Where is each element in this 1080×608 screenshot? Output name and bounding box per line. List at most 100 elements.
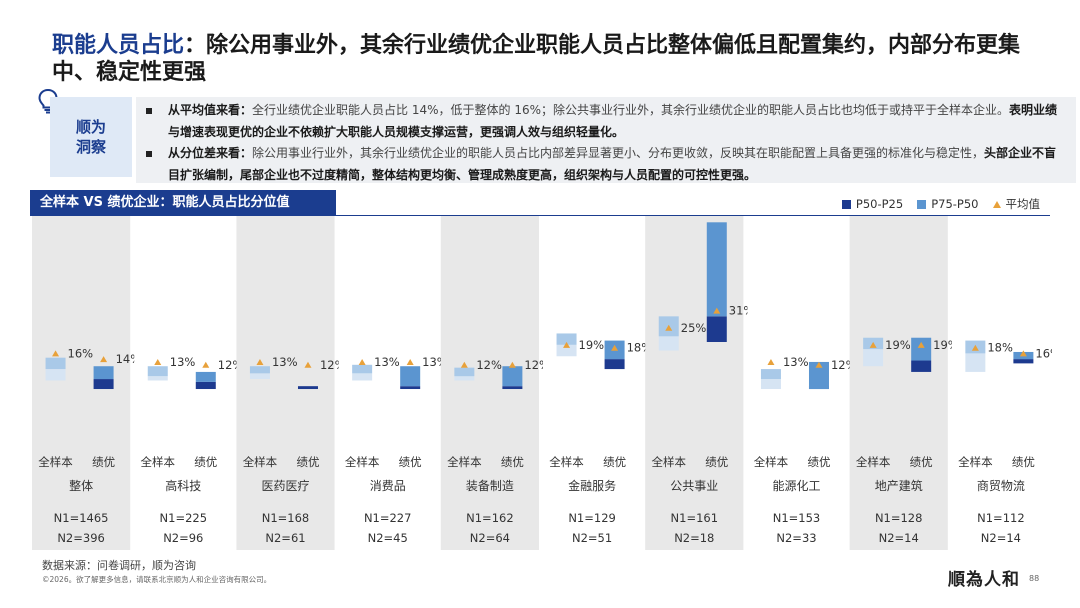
industry-label: 地产建筑 (875, 478, 923, 493)
insight-bullet-average: 从平均值来看：全行业绩优企业职能人员占比 14%，低于整体的 16%；除公共事业… (140, 100, 1066, 143)
sub-category-label: 全样本 (754, 455, 789, 469)
bar-p75-p50-top (911, 337, 932, 361)
sample-size-n1: N1=162 (466, 511, 514, 525)
chart-legend: P50-P25 P75-P50 平均值 (841, 196, 1040, 212)
average-label: 19% (885, 338, 911, 352)
bar-p50-p25-top (1013, 359, 1034, 364)
bar-p50-p25-full (352, 373, 373, 381)
sample-size-n2: N2=45 (368, 531, 408, 545)
sample-size-n1: N1=1465 (54, 511, 109, 525)
copyright: ©2026。欲了解更多信息，请联系北京顺为人和企业咨询有限公司。 (42, 575, 272, 584)
group-band (32, 216, 131, 550)
bar-p50-p25-top (297, 386, 318, 390)
industry-label: 商贸物流 (977, 478, 1025, 493)
bar-p75-p50-top (400, 366, 421, 387)
bar-p50-p25-full (45, 369, 66, 381)
bullet-strong: 头部企业不盲目扩张编制，尾部企业也不过度精简，整体结构更均衡、管理成熟度更高，组… (168, 146, 1057, 182)
average-label: 18% (987, 341, 1013, 355)
sub-category-label: 绩优 (501, 455, 524, 469)
bar-p50-p25-full (863, 349, 884, 367)
page-title-highlight: 职能人员占比 (52, 33, 185, 58)
legend-item-p75-p50: P75-P50 (917, 197, 979, 211)
average-label: 16% (68, 346, 94, 360)
average-marker (406, 358, 414, 365)
sub-category-label: 绩优 (399, 455, 422, 469)
average-label: 19% (579, 338, 605, 352)
average-label: 13% (272, 355, 298, 369)
triangle-icon (992, 200, 1001, 208)
sample-size-n2: N2=18 (674, 531, 714, 545)
average-marker (256, 358, 264, 365)
sub-category-label: 绩优 (194, 455, 217, 469)
legend-item-p50-p25: P50-P25 (841, 197, 904, 211)
insight-body: 从平均值来看：全行业绩优企业职能人员占比 14%，低于整体的 16%；除公共事业… (136, 97, 1076, 183)
industry-label: 消费品 (370, 479, 406, 493)
sample-size-n2: N2=51 (572, 531, 612, 545)
average-marker (460, 361, 468, 368)
average-marker (154, 358, 162, 365)
industry-label: 整体 (69, 478, 93, 493)
industry-label: 高科技 (165, 478, 201, 493)
average-label: 16% (1035, 346, 1052, 360)
sub-category-label: 全样本 (345, 455, 380, 469)
sample-size-n1: N1=168 (262, 511, 310, 525)
sub-category-label: 全样本 (958, 455, 993, 469)
average-label: 13% (374, 355, 400, 369)
average-marker (815, 361, 823, 368)
group-band (849, 216, 948, 550)
bar-p50-p25-full (556, 344, 577, 357)
average-marker (358, 358, 366, 365)
insight-tag: 顺为 洞察 (50, 97, 132, 177)
sample-size-n2: N2=64 (470, 531, 510, 545)
sub-category-label: 绩优 (603, 455, 626, 469)
average-marker (202, 361, 210, 368)
bar-p75-p50-top (706, 222, 727, 317)
average-label: 25% (681, 321, 707, 335)
bullet-lead: 从分位差来看： (168, 146, 253, 160)
data-source: 数据来源：问卷调研，顺为咨询 (42, 559, 196, 572)
sub-category-label: 全样本 (38, 455, 73, 469)
sub-category-label: 全样本 (243, 455, 278, 469)
bar-p75-p50-top (808, 361, 829, 390)
sub-category-label: 绩优 (296, 455, 319, 469)
group-band (338, 216, 437, 550)
bar-p75-p50-full (352, 364, 373, 374)
sub-category-label: 全样本 (549, 455, 584, 469)
bar-p50-p25-full (454, 376, 475, 381)
average-marker (713, 307, 721, 314)
group-band (645, 216, 744, 550)
industry-label: 装备制造 (466, 479, 514, 493)
average-marker (665, 324, 673, 331)
sub-category-label: 全样本 (141, 455, 176, 469)
average-label: 13% (170, 355, 196, 369)
legend-label-p50-p25: P50-P25 (855, 197, 904, 211)
average-marker (611, 344, 619, 351)
sub-category-label: 全样本 (856, 455, 891, 469)
group-band (236, 216, 335, 550)
industry-label: 医药医疗 (261, 479, 309, 493)
brand-logo: 順為人和 (948, 570, 1020, 590)
sub-category-label: 绩优 (705, 455, 728, 469)
bullet-marker (146, 108, 152, 114)
sample-size-n2: N2=96 (163, 531, 203, 545)
bar-p50-p25-top (706, 316, 727, 342)
bar-p50-p25-top (604, 359, 625, 370)
average-marker (508, 361, 516, 368)
sub-category-label: 绩优 (910, 455, 933, 469)
average-marker (869, 341, 877, 348)
bar-p50-p25-top (911, 360, 932, 372)
average-marker (52, 350, 60, 357)
legend-swatch-p75-p50 (917, 199, 927, 209)
bar-p75-p50-top (93, 366, 114, 380)
insight-tag-line1: 顺为 (75, 118, 106, 136)
group-band (543, 216, 642, 550)
bullet-text: 全行业绩优企业职能人员占比 14%，低于整体的 16%；除公共事业行业外，其余行… (252, 103, 1009, 117)
industry-label: 金融服务 (568, 478, 616, 493)
sample-size-n1: N1=161 (671, 511, 719, 525)
average-marker (100, 356, 108, 363)
average-marker (917, 341, 925, 348)
insight-bullet-quantile: 从分位差来看：除公用事业行业外，其余行业绩优企业的职能人员占比内部差异显著更小、… (140, 143, 1066, 186)
bullet-strong: 表明业绩与增速表现更优的企业不依赖扩大职能人员规模支撑运营，更强调人效与组织轻量… (168, 103, 1058, 139)
average-marker (563, 341, 571, 348)
sample-size-n1: N1=128 (875, 511, 923, 525)
